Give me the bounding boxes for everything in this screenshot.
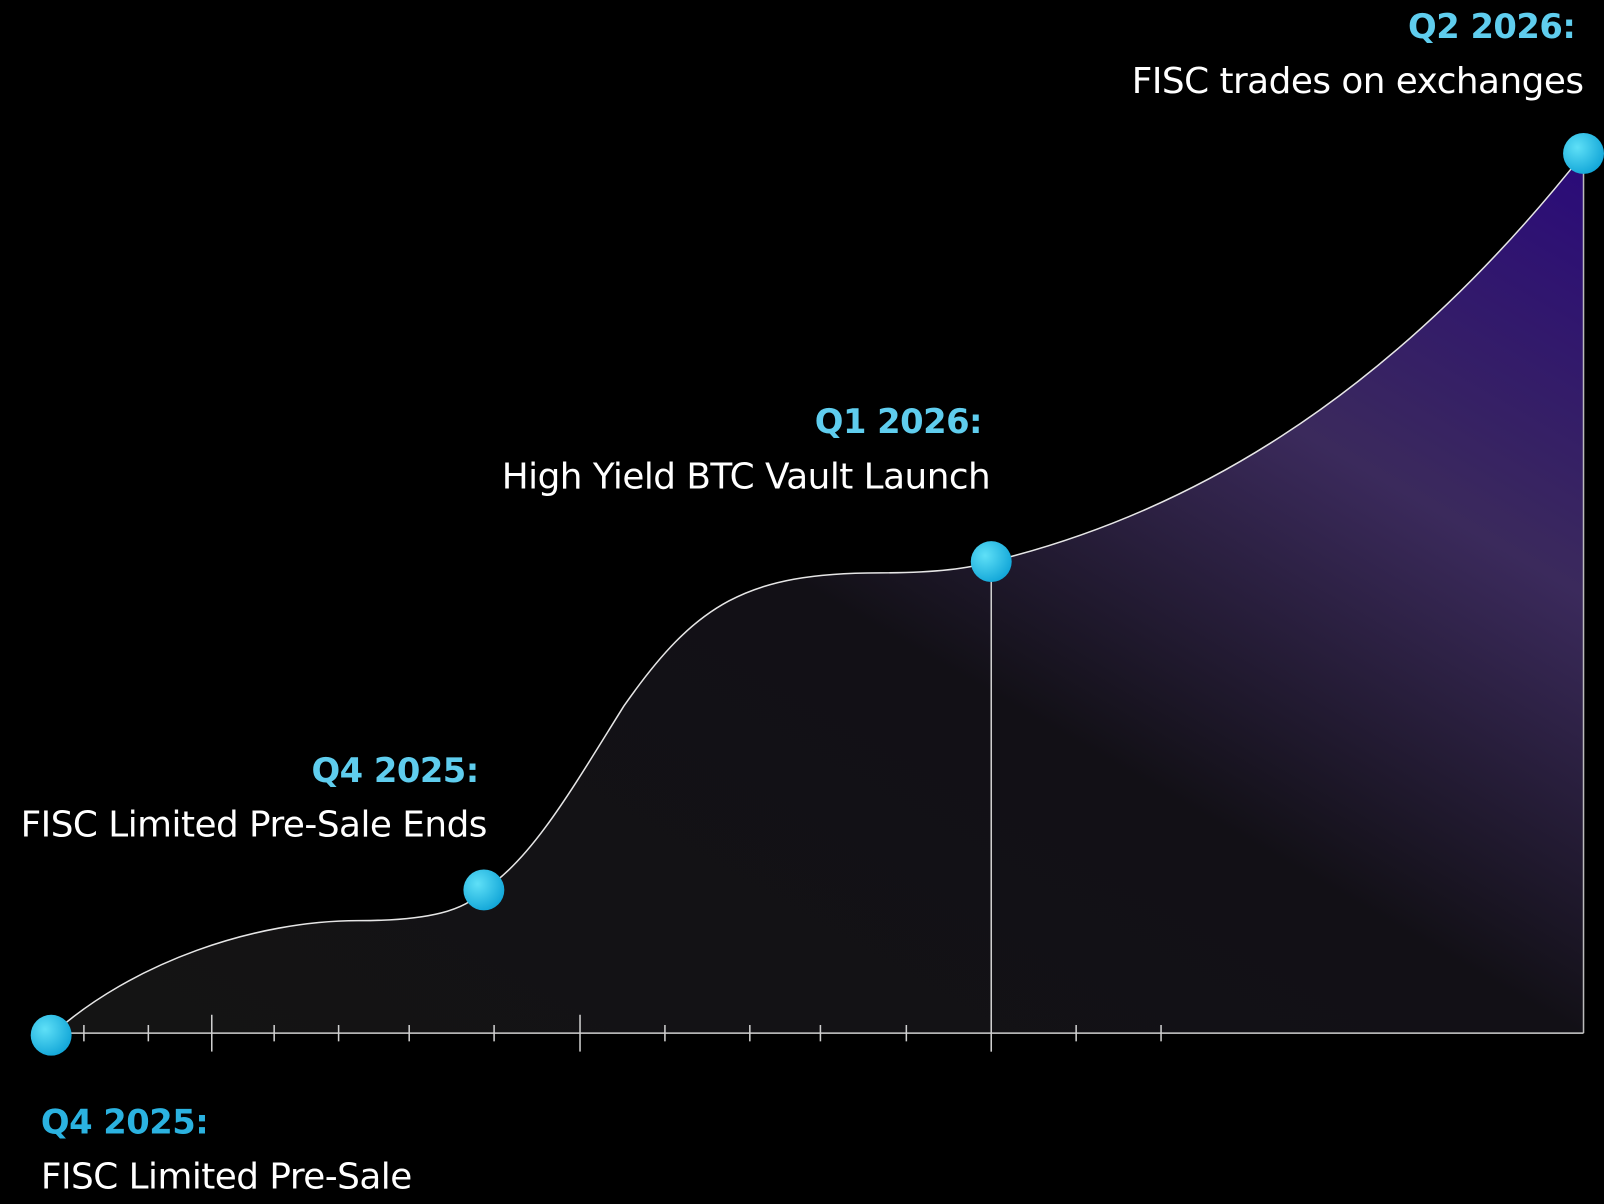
milestone-title: High Yield BTC Vault Launch [502,457,990,498]
milestone-dot [463,869,505,911]
milestone-dot [30,1014,72,1056]
milestone-title: FISC Limited Pre-Sale Ends [21,805,487,846]
growth-curve [50,152,1585,1036]
milestone-dot [1563,132,1604,174]
milestone-period: Q2 2026: [1408,7,1575,46]
milestone-period: Q1 2026: [815,402,982,441]
growth-area [51,153,1584,1036]
milestone-title: FISC Limited Pre-Sale [41,1156,412,1197]
tick-group [83,1014,1162,1052]
milestone-period: Q4 2025: [41,1103,208,1142]
milestone-dot [970,541,1012,583]
milestone-title: FISC trades on exchanges [1132,61,1584,102]
milestone-period: Q4 2025: [311,751,478,790]
